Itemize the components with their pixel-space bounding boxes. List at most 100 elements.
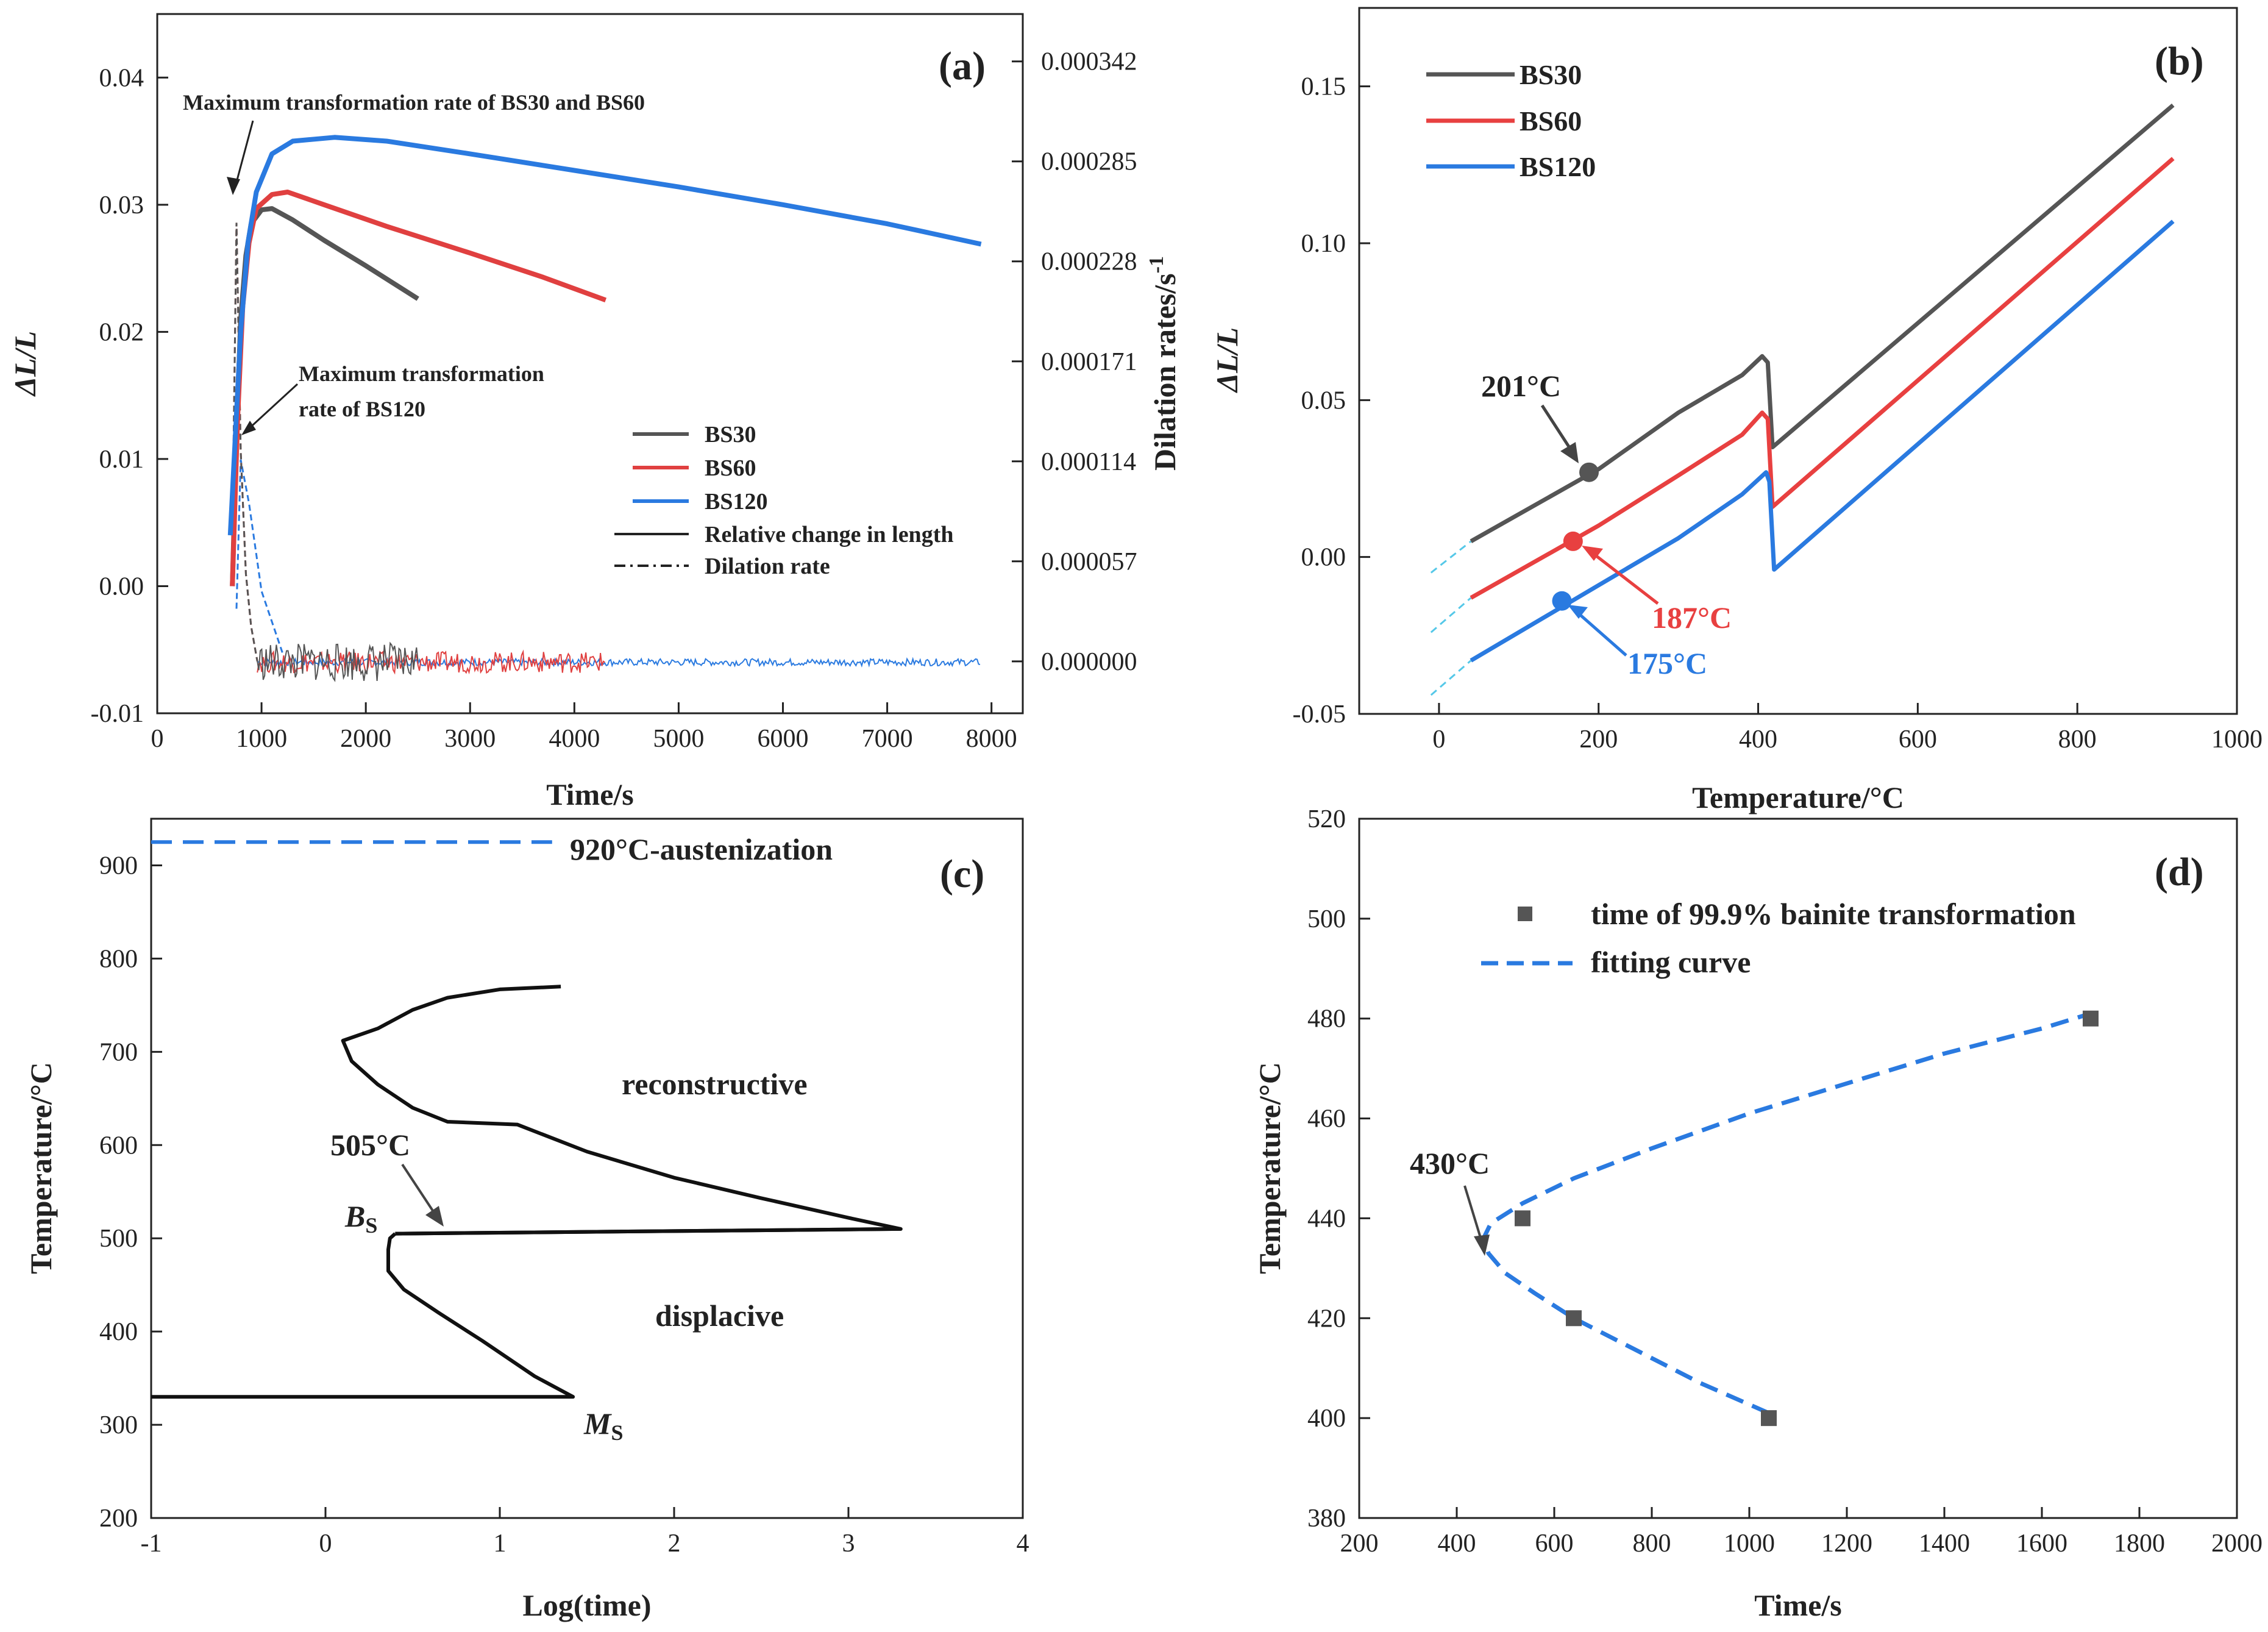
region-label-displacive: displacive (655, 1299, 784, 1333)
y2-axis-label-text: Dilation rates/s (1148, 273, 1182, 471)
a-x-tick-label: 6000 (758, 725, 809, 753)
d-x-tick-label: 1800 (2114, 1530, 2165, 1558)
data-point (2083, 1010, 2099, 1027)
dilation-curve-bs30 (1470, 103, 2175, 543)
bs-label: BS (344, 1199, 377, 1238)
panel-c: -1 0 1 2 3 4 200 300 400 500 600 700 800 900 Log(tim… (24, 818, 1029, 1622)
y-axis-label-b: ΔL/L (1210, 327, 1244, 393)
ms-label-main: M (583, 1406, 612, 1441)
d-y-tick-label: 500 (1307, 905, 1346, 933)
a-x-tick-label: 7000 (862, 725, 913, 753)
bs-marker-bs30 (1579, 462, 1599, 482)
panel-c-y-ticks: 200 300 400 500 600 700 800 900 (99, 852, 162, 1533)
d-x-tick-label: 1600 (2016, 1530, 2067, 1558)
bs-line (395, 1227, 901, 1236)
a-y2-tick-label: 0.000171 (1041, 348, 1137, 376)
bs-arrow (401, 1163, 439, 1219)
dilation-rate-peak-bs120 (235, 459, 283, 653)
panel-label-b: (b) (2155, 39, 2204, 84)
a-y2-tick-label: 0.000228 (1041, 248, 1137, 276)
annotation-arrowhead-a1 (227, 177, 240, 195)
dilation-curve-bs60 (1470, 157, 2175, 600)
y-axis-label-c: Temperature/°C (24, 1062, 58, 1274)
panel-b-x-ticks: 0 200 400 600 800 1000 (1432, 703, 2263, 754)
b-x-tick-label: 200 (1579, 725, 1618, 754)
marker-arrowhead-bs120 (1568, 605, 1588, 619)
a-y-tick-label: 0.02 (99, 318, 144, 346)
c-x-tick-label: 3 (842, 1530, 855, 1558)
a-x-tick-label: 8000 (966, 725, 1017, 753)
b-y-tick-label: 0.10 (1301, 230, 1346, 258)
x-axis-label-c: Log(time) (522, 1588, 651, 1622)
length-curve-bs120 (227, 135, 982, 536)
data-point (1515, 1210, 1530, 1227)
d-y-tick-label: 520 (1307, 805, 1346, 833)
bs-temperature-label: 505°C (330, 1128, 410, 1162)
d-y-tick-label: 420 (1307, 1305, 1346, 1333)
y2-axis-label-sup: -1 (1145, 256, 1168, 273)
d-x-tick-label: 400 (1438, 1530, 1476, 1558)
marker-arrow-bs120 (1574, 610, 1627, 657)
legend-a-bs30: BS30 (705, 422, 756, 447)
b-y-tick-label: 0.15 (1301, 73, 1346, 101)
c-x-tick-label: 2 (668, 1530, 681, 1558)
plot-frame-d (1358, 818, 2238, 1519)
panel-a-data (227, 135, 982, 682)
annotation-arrowhead-a2 (241, 421, 256, 435)
legend-b-bs60: BS60 (1520, 105, 1582, 137)
marker-label-bs120: 175°C (1627, 646, 1707, 680)
y2-axis-label-a: Dilation rates/s-1 (1145, 256, 1182, 471)
a-x-tick-label: 3000 (444, 725, 496, 753)
a-y-tick-label: -0.01 (91, 700, 144, 728)
b-y-tick-label: 0.05 (1301, 387, 1346, 415)
bs-label-sub: S (365, 1213, 377, 1238)
legend-a-length: Relative change in length (705, 522, 953, 547)
panel-label-c: (c) (940, 852, 984, 896)
d-x-tick-label: 2000 (2211, 1530, 2263, 1558)
data-point (1761, 1410, 1777, 1427)
panel-d: 200 400 600 800 1000 1200 1400 1600 1800 2000 380… (1253, 805, 2263, 1622)
ms-label: MS (583, 1406, 624, 1445)
legend-b-bs30: BS30 (1520, 59, 1582, 90)
b-y-tick-label: 0.00 (1301, 544, 1346, 572)
b-x-tick-label: 0 (1432, 725, 1445, 754)
bs-arrowhead (425, 1206, 444, 1227)
legend-b-bs120: BS120 (1520, 151, 1596, 182)
fitting-curve (1481, 1011, 2092, 1416)
panel-c-x-ticks: -1 0 1 2 3 4 (141, 1507, 1029, 1558)
marker-label-bs30: 201°C (1481, 369, 1561, 403)
b-x-tick-label: 1000 (2211, 725, 2263, 754)
a-x-tick-label: 4000 (549, 725, 600, 753)
c-x-tick-label: 1 (494, 1530, 507, 1558)
bs-label-main: B (344, 1199, 365, 1233)
extension-bs60 (1430, 597, 1472, 633)
c-y-tick-label: 700 (99, 1038, 138, 1066)
panel-a-y-ticks: -0.01 0.00 0.01 0.02 0.03 0.04 (91, 64, 168, 728)
annotation-arrow-a1 (233, 120, 254, 190)
d-y-tick-label: 480 (1307, 1005, 1346, 1033)
b-x-tick-label: 800 (2058, 725, 2097, 754)
a-x-tick-label: 2000 (340, 725, 391, 753)
a-x-tick-label: 1000 (236, 725, 287, 753)
extension-bs120 (1430, 660, 1472, 696)
dilation-rate-bs120 (257, 657, 981, 668)
marker-label-bs60: 187°C (1652, 600, 1732, 635)
a-y-tick-label: 0.01 (99, 446, 144, 474)
c-y-tick-label: 900 (99, 852, 138, 880)
annotation-max-rate-bs30-bs60: Maximum transformation rate of BS30 and … (183, 90, 645, 115)
plot-frame-b (1358, 7, 2238, 715)
c-y-tick-label: 800 (99, 945, 138, 973)
y-axis-label-d: Temperature/°C (1253, 1062, 1287, 1274)
b-x-tick-label: 400 (1739, 725, 1777, 754)
c-y-tick-label: 200 (99, 1505, 138, 1533)
b-y-tick-label: -0.05 (1293, 700, 1346, 729)
c-y-tick-label: 500 (99, 1225, 138, 1253)
a-y2-tick-label: 0.000057 (1041, 548, 1137, 576)
legend-d-curve: fitting curve (1591, 945, 1751, 979)
a-y2-tick-label: 0.000285 (1041, 148, 1137, 176)
ttt-lower-c-curve (151, 1232, 575, 1399)
x-axis-label-d: Time/s (1754, 1588, 1842, 1622)
panel-label-a: (a) (939, 44, 986, 88)
annotation-max-rate-bs120-line1: Maximum transformation (299, 362, 544, 386)
d-x-tick-label: 200 (1340, 1530, 1379, 1558)
